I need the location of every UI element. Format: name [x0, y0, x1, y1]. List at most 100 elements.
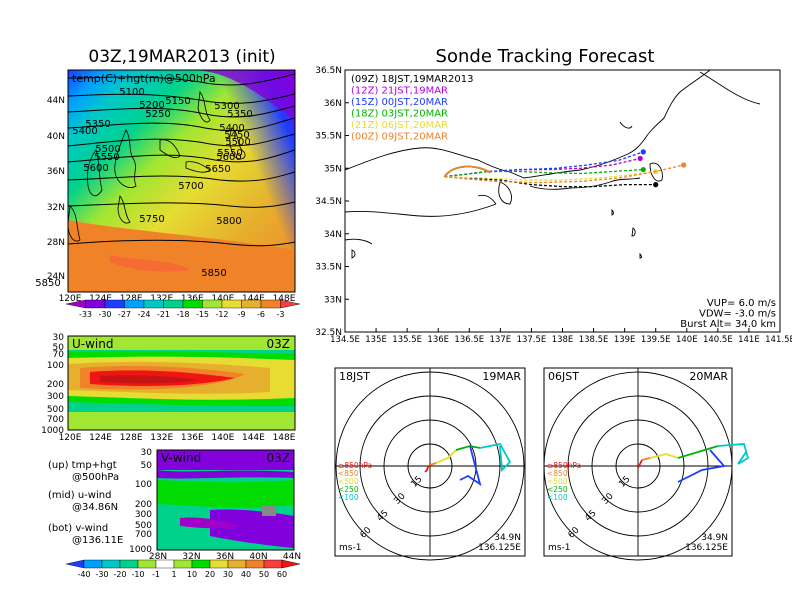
vwind-lat-tick: 32N	[182, 552, 200, 562]
uwind-p-tick: 30	[53, 333, 65, 343]
wind-colorbar-swatch	[281, 559, 301, 569]
wind-colorbar-swatch	[191, 559, 211, 569]
contour-label: 5250	[145, 109, 170, 120]
hodo-level-legend: ≥850hPa	[547, 461, 581, 470]
contour-label: 5300	[214, 101, 239, 112]
map-lat-tick: 36N	[47, 167, 65, 177]
track-x-tick: 136E	[427, 335, 449, 345]
track-x-tick: 141.5E	[765, 335, 792, 345]
hodo-time: 18JST	[339, 370, 370, 383]
contour-label: 5550	[94, 152, 119, 163]
temp-colorbar-swatch	[182, 299, 203, 309]
track-axes: 36.5N 36N 35.5N 35N 34.5N 34N 33.5N 33N 32.5N134…	[315, 66, 792, 345]
uwind-p-tick: 70	[53, 350, 65, 360]
track-line	[444, 168, 644, 178]
track-end-point	[640, 149, 646, 155]
hodo-level-legend: <500	[338, 477, 359, 486]
hodo-trace-segment	[641, 457, 651, 461]
hodo-trace	[424, 442, 512, 487]
hodo-date: 19MAR	[482, 370, 521, 383]
temp-colorbar-swatch	[85, 299, 106, 309]
contour-label: 5400	[219, 123, 244, 134]
wind-colorbar-label: 10	[187, 570, 197, 579]
hodo-level-legend: ≥850hPa	[338, 461, 372, 470]
vwind-p-tick: 100	[135, 480, 152, 490]
temp-colorbar-label: -30	[98, 310, 111, 319]
temp-colorbar-swatch	[280, 299, 301, 309]
contour-label: 5350	[227, 109, 252, 120]
contour-label: 5500	[225, 137, 250, 148]
uwind-lon-tick: 120E	[59, 433, 82, 443]
track-x-tick: 135E	[365, 335, 387, 345]
hodo-trace-segment	[677, 449, 726, 483]
track-legend-item: (21Z) 06JST,20MAR	[351, 120, 448, 131]
wind-colorbar: -40 -30 -20 -10 -1 1 10 20 30 40 50 60	[65, 559, 301, 579]
note-label: (up) tmp+hgt	[48, 460, 117, 471]
track-title: Sonde Tracking Forecast	[436, 46, 655, 67]
uwind-lon-tick: 128E	[120, 433, 143, 443]
vwind-lat-tick: 40N	[249, 552, 267, 562]
wind-colorbar-label: -1	[152, 570, 160, 579]
hodo-level-legend: <250	[547, 485, 568, 494]
panel-notes: (up) tmp+hgt@500hPa (mid) u-wind@34.86N (b…	[48, 460, 123, 546]
contour-label: 5650	[205, 164, 230, 175]
track-ascent-loop	[443, 165, 491, 178]
map-lon-tick: 120E	[59, 294, 82, 304]
map-frame	[67, 69, 296, 293]
map-label: temp(C)+hgt(m)@500hPa	[72, 72, 216, 85]
hodo-loc-lat: 34.9N	[494, 533, 521, 543]
track-line	[444, 157, 641, 178]
hodo-level-legend: <100	[547, 493, 568, 502]
track-end-point	[653, 182, 659, 188]
vwind-p-tick: 200	[135, 500, 152, 510]
vwind-title: V-wind	[161, 451, 201, 465]
temp-colorbar: -33 -30 -27 -24 -21 -18 -15 -12 -9 -6 -3	[65, 299, 301, 319]
note-label: (bot) v-wind	[48, 523, 108, 534]
vwind-lat-tick: 36N	[216, 552, 234, 562]
hodo-date: 20MAR	[689, 370, 728, 383]
temp-colorbar-swatch	[124, 299, 145, 309]
track-x-tick: 139E	[614, 335, 636, 345]
track-ascent-loop	[443, 165, 491, 178]
temp-colorbar-label: -27	[118, 310, 131, 319]
contour-label: 5600	[83, 163, 108, 174]
wind-colorbar-label: -10	[131, 570, 144, 579]
map-lon-tick: 128E	[120, 294, 143, 304]
track-y-tick: 33.5N	[315, 263, 342, 273]
track-y-tick: 36.5N	[315, 66, 342, 76]
hodo-loc-lon: 136.125E	[478, 543, 521, 553]
wind-colorbar-swatch	[137, 559, 157, 569]
temp-colorbar-label: -12	[215, 310, 228, 319]
wind-colorbar-label: -20	[113, 570, 126, 579]
vwind-frame	[156, 449, 295, 551]
uwind-p-tick: 300	[47, 392, 64, 402]
map-lat-tick: 28N	[47, 238, 65, 248]
track-legend-item: (00Z) 09JST,20MAR	[351, 132, 448, 143]
temp-colorbar-swatch	[221, 299, 242, 309]
track-line	[444, 170, 656, 181]
wind-colorbar-label: 30	[223, 570, 233, 579]
track-coastlines	[345, 70, 761, 259]
track-legend-item: (18Z) 03JST,20MAR	[351, 109, 448, 120]
temp-colorbar-swatch	[104, 299, 125, 309]
temp-colorbar-label: -18	[176, 310, 189, 319]
left-title: 03Z,19MAR2013 (init)	[88, 47, 275, 67]
vwind-p-tick: 700	[135, 530, 152, 540]
temp-colorbar-label: -9	[238, 310, 246, 319]
uwind-p-tick: 50	[53, 343, 65, 353]
vwind-p-tick: 500	[135, 521, 152, 531]
track-x-tick: 139.5E	[641, 335, 671, 345]
wind-colorbar-label: -40	[77, 570, 90, 579]
map-lon-tick: 132E	[150, 294, 173, 304]
track-ascent-loop	[443, 165, 491, 178]
track-y-tick: 33N	[324, 295, 342, 305]
track-series	[443, 149, 687, 188]
contour-label: 5750	[139, 214, 164, 225]
vwind-lat-tick: 28N	[149, 552, 167, 562]
track-line	[444, 176, 656, 188]
vwind-time: 03Z	[267, 451, 291, 465]
